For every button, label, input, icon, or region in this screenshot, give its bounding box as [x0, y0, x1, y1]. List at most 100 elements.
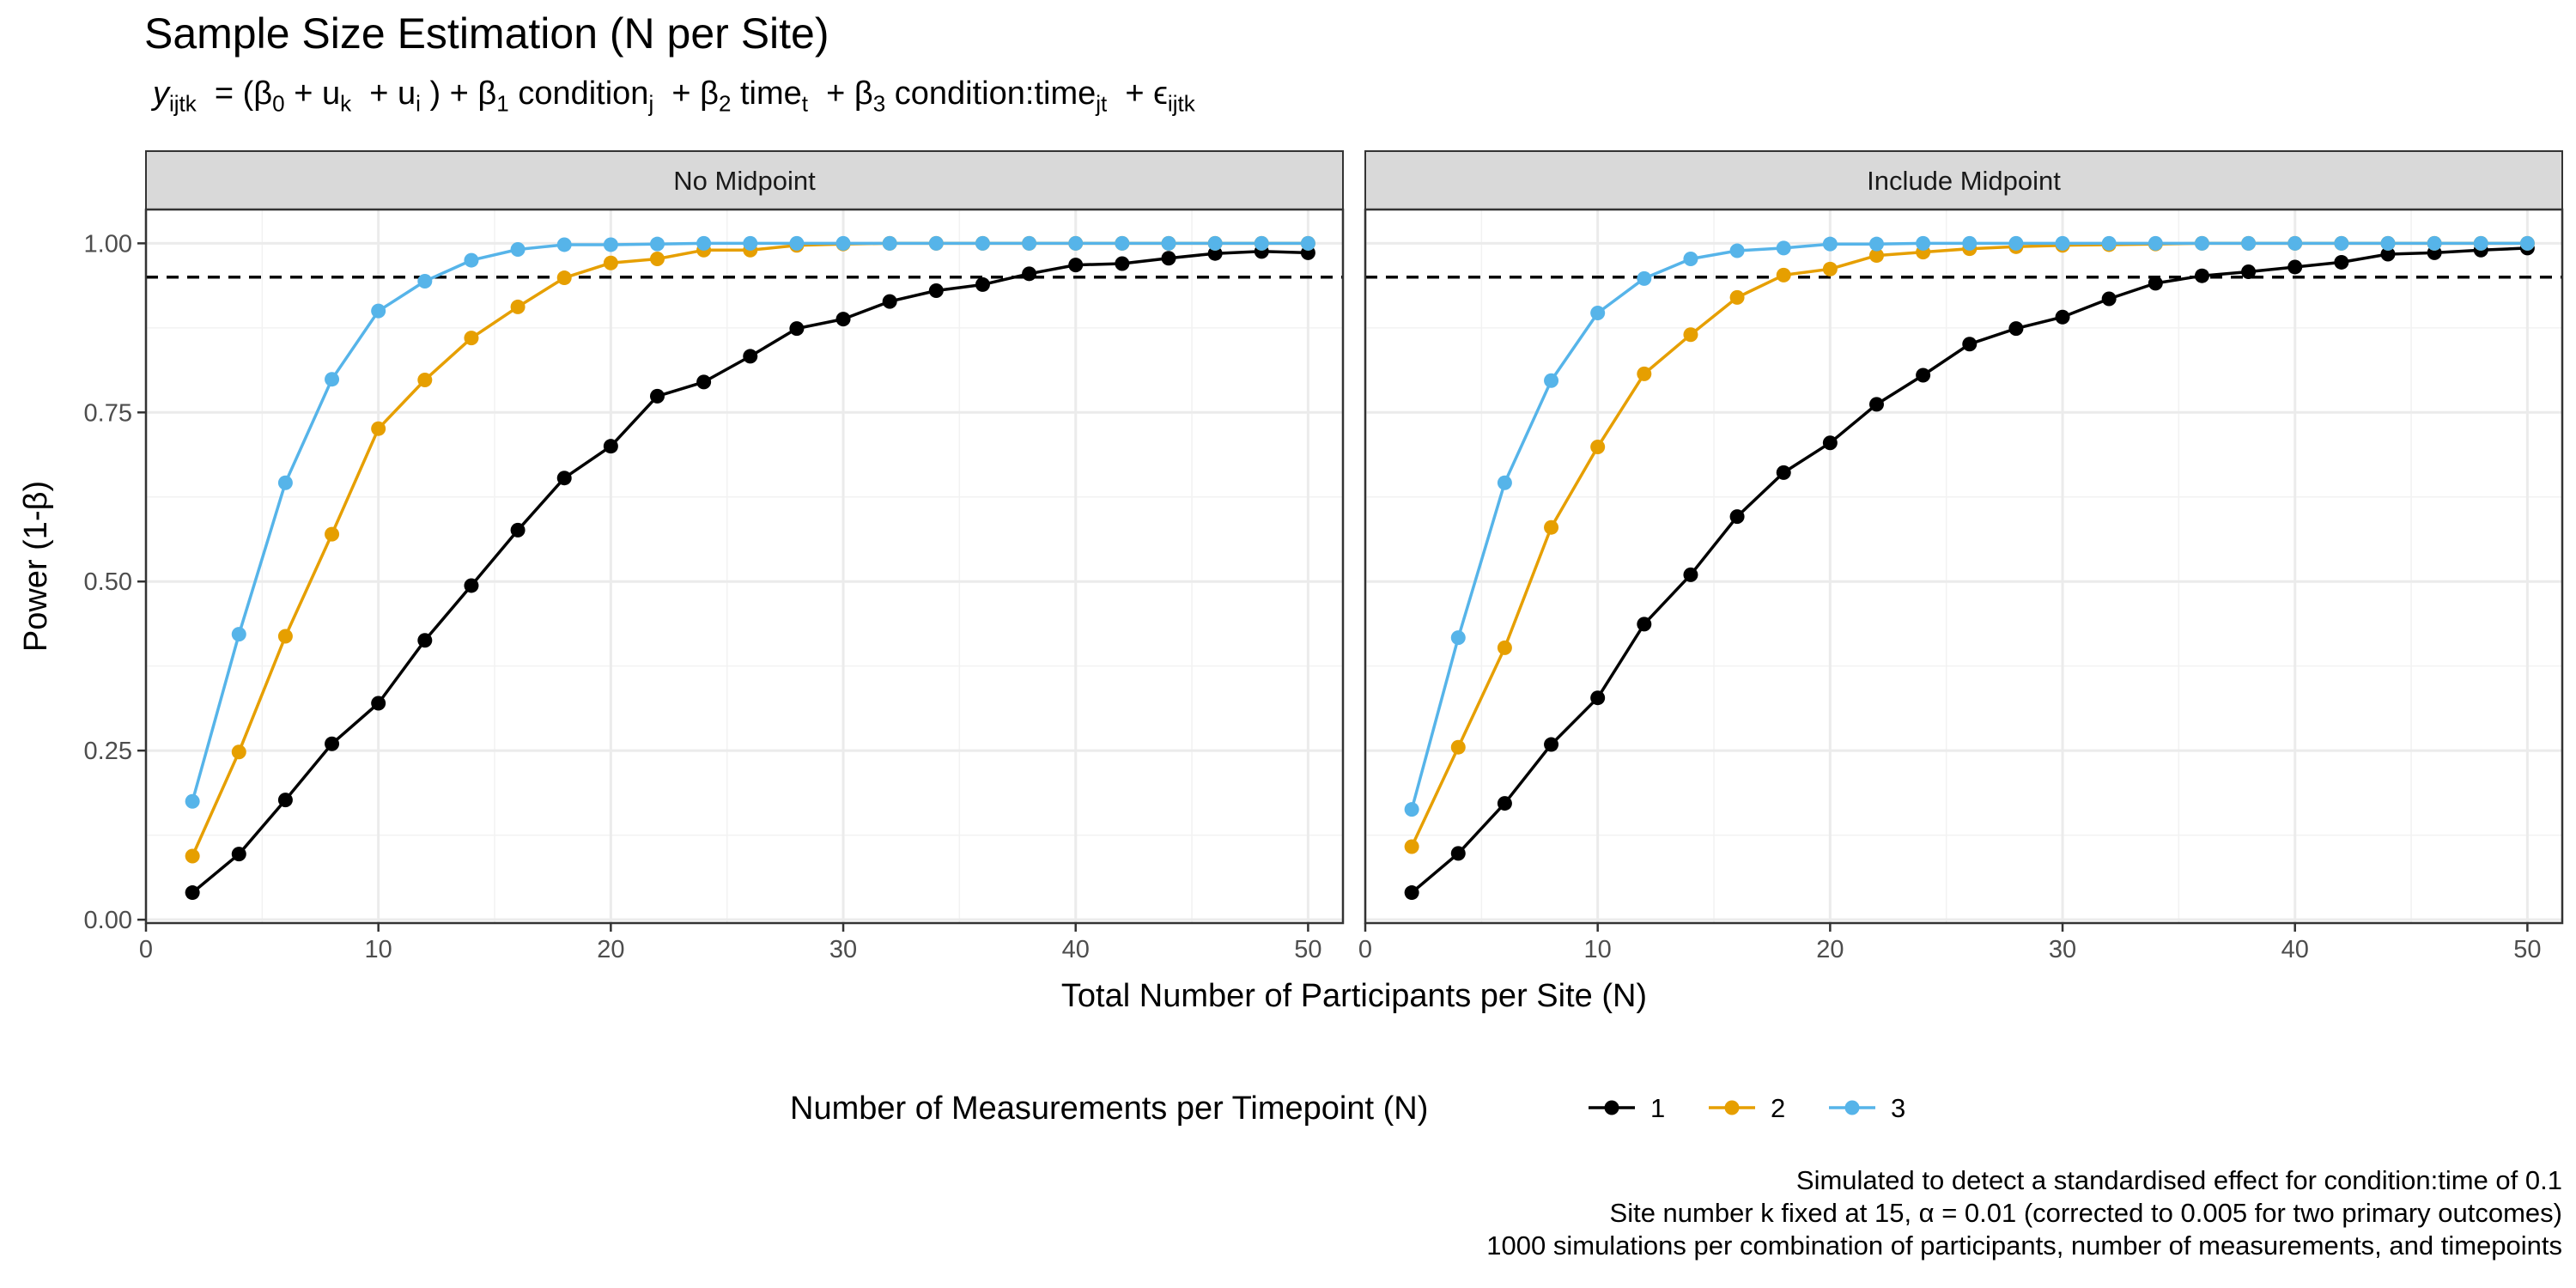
data-point-3 [2194, 235, 2209, 251]
data-point-3 [1729, 243, 1745, 258]
data-point-1 [2055, 309, 2070, 325]
data-point-2 [1729, 289, 1745, 305]
data-point-2 [325, 526, 340, 542]
x-tick-label: 50 [2513, 936, 2541, 963]
data-point-1 [417, 633, 433, 648]
facet-label: No Midpoint [673, 166, 816, 196]
data-point-1 [1683, 567, 1698, 582]
x-tick-label: 30 [2049, 936, 2076, 963]
data-point-1 [928, 283, 944, 299]
data-point-1 [1450, 846, 1466, 861]
data-point-3 [325, 372, 340, 387]
data-point-1 [1115, 256, 1130, 271]
data-point-3 [882, 235, 897, 251]
x-axis-title: Total Number of Participants per Site (N… [1061, 978, 1647, 1014]
data-point-1 [1822, 435, 1838, 451]
data-point-3 [1022, 235, 1037, 251]
x-tick-label: 40 [1062, 936, 1090, 963]
data-point-2 [1590, 439, 1606, 454]
data-point-1 [1962, 337, 1978, 352]
data-point-3 [1300, 235, 1315, 251]
chart-title: Sample Size Estimation (N per Site) [144, 9, 829, 58]
data-point-2 [1776, 267, 1791, 283]
data-point-1 [1729, 509, 1745, 525]
panel-border [144, 208, 1345, 925]
data-point-1 [789, 321, 805, 337]
data-point-3 [1637, 270, 1652, 286]
legend-title: Number of Measurements per Timepoint (N) [790, 1091, 1428, 1127]
x-tick-label: 10 [365, 936, 392, 963]
data-point-3 [1161, 235, 1176, 251]
x-tick-label: 30 [829, 936, 857, 963]
data-point-1 [835, 312, 851, 327]
data-point-3 [1683, 252, 1698, 267]
x-tick-label: 0 [139, 936, 153, 963]
data-point-2 [371, 421, 386, 436]
data-point-3 [1254, 235, 1269, 251]
data-point-3 [2241, 235, 2257, 251]
data-point-1 [1207, 246, 1223, 261]
data-point-3 [510, 241, 526, 257]
data-point-3 [1916, 235, 1931, 251]
data-point-3 [371, 303, 386, 319]
data-point-1 [371, 696, 386, 711]
data-point-3 [1544, 373, 1559, 388]
data-point-1 [185, 885, 200, 901]
data-point-3 [1068, 235, 1084, 251]
data-point-1 [231, 847, 246, 862]
chart-subtitle-equation: yijtk = (β0 + uk + ui ) + β1 conditionj … [153, 76, 1195, 117]
data-point-1 [277, 793, 293, 808]
data-point-3 [743, 235, 758, 251]
x-tick-label: 40 [2281, 936, 2309, 963]
data-point-2 [556, 270, 572, 286]
data-point-1 [1497, 796, 1512, 811]
data-point-3 [789, 235, 805, 251]
panel-background [1365, 210, 2562, 923]
y-tick-label: 0.50 [84, 568, 132, 596]
data-point-1 [2334, 254, 2349, 270]
data-point-3 [1207, 235, 1223, 251]
data-point-3 [649, 236, 665, 252]
data-point-3 [1962, 235, 1978, 251]
data-point-1 [556, 471, 572, 486]
y-tick-label: 0.75 [84, 399, 132, 427]
data-point-2 [1450, 739, 1466, 755]
data-point-3 [928, 235, 944, 251]
data-point-2 [1822, 261, 1838, 276]
data-point-3 [1497, 475, 1512, 490]
panel-border [1364, 208, 2564, 925]
data-point-1 [696, 374, 712, 390]
data-point-3 [2101, 235, 2117, 251]
data-point-1 [2101, 291, 2117, 307]
data-point-2 [1497, 640, 1512, 655]
data-point-3 [2380, 235, 2396, 251]
data-point-2 [603, 255, 618, 270]
data-point-2 [231, 744, 246, 760]
data-point-3 [231, 627, 246, 642]
data-point-1 [1068, 258, 1084, 273]
data-point-1 [975, 276, 990, 292]
data-point-1 [1161, 251, 1176, 266]
data-point-3 [2519, 235, 2535, 251]
data-point-1 [2380, 246, 2396, 262]
legend-label-1: 1 [1650, 1093, 1665, 1123]
data-point-1 [510, 522, 526, 538]
data-point-2 [1544, 519, 1559, 535]
data-point-2 [510, 299, 526, 314]
data-point-3 [417, 273, 433, 289]
data-point-2 [1683, 327, 1698, 343]
data-point-1 [325, 736, 340, 751]
data-point-1 [1868, 397, 1884, 412]
data-point-2 [1404, 839, 1419, 854]
legend-key-point-3 [1844, 1100, 1860, 1115]
facet-label: Include Midpoint [1867, 166, 2061, 196]
data-point-1 [1544, 737, 1559, 752]
caption-line: Simulated to detect a standardised effec… [1795, 1165, 2562, 1195]
data-point-1 [1637, 617, 1652, 632]
data-point-3 [2427, 235, 2442, 251]
data-point-3 [1450, 630, 1466, 646]
legend-key-point-2 [1724, 1100, 1740, 1115]
y-tick-label: 1.00 [84, 230, 132, 258]
data-point-3 [2473, 235, 2488, 251]
data-point-1 [2287, 259, 2303, 275]
